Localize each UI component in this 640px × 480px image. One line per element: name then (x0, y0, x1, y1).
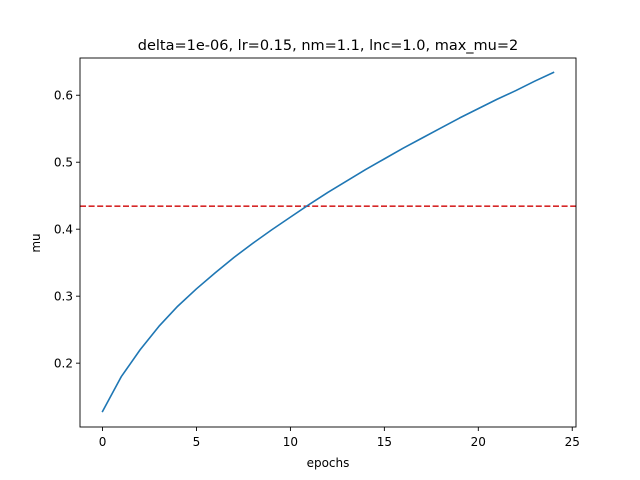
plot-area: 0 5 10 15 20 25 0.2 0.3 0.4 0.5 0.6 (54, 57, 580, 449)
axes-frame (79, 57, 577, 428)
y-tick-label-0.2: 0.2 (54, 357, 73, 371)
x-tick-label-20: 20 (471, 435, 486, 449)
chart-title: delta=1e-06, lr=0.15, nm=1.1, lnc=1.0, m… (138, 38, 518, 54)
x-tick-label-0: 0 (99, 435, 107, 449)
series-line-0 (101, 71, 555, 413)
x-tick-label-15: 15 (377, 435, 392, 449)
x-axis-label: epochs (307, 456, 350, 470)
x-tick-label-25: 25 (565, 435, 580, 449)
x-tick-label-10: 10 (283, 435, 298, 449)
y-axis-label: mu (29, 233, 43, 252)
y-tick-label-0.5: 0.5 (54, 156, 73, 170)
y-tick-label-0.6: 0.6 (54, 89, 73, 103)
x-tick-label-5: 5 (193, 435, 201, 449)
y-tick-label-0.3: 0.3 (54, 290, 73, 304)
y-tick-label-0.4: 0.4 (54, 223, 73, 237)
